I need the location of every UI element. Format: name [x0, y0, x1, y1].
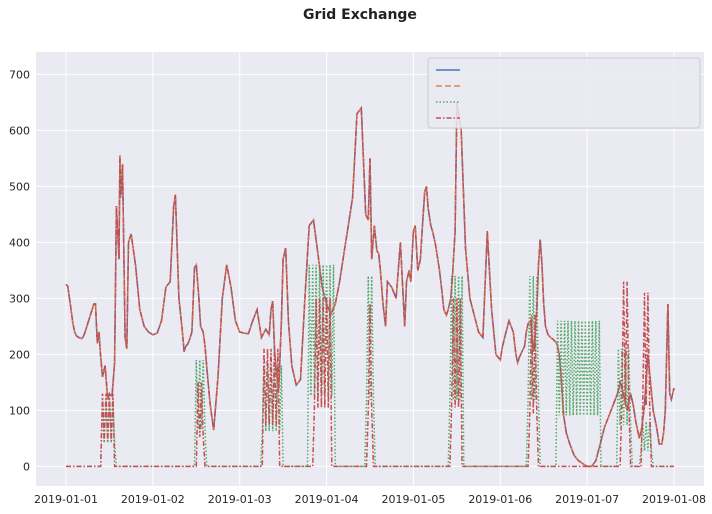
x-tick-label: 2019-01-05 — [381, 493, 445, 506]
chart-title: Grid Exchange — [303, 7, 417, 23]
y-tick-label: 100 — [9, 404, 30, 417]
x-tick-label: 2019-01-02 — [121, 493, 185, 506]
legend — [427, 57, 701, 129]
series-line-grid-quarree100 — [65, 102, 675, 468]
x-tick-label: 2019-01-07 — [555, 493, 619, 506]
y-tick-label: 600 — [9, 124, 30, 137]
y-tick-label: 0 — [23, 460, 30, 473]
y-tick-label: 300 — [9, 292, 30, 305]
y-tick-label: 700 — [9, 68, 30, 81]
x-tick-label: 2019-01-01 — [34, 493, 98, 506]
series-group — [65, 102, 675, 468]
series-line-grid-enaq — [66, 264, 674, 468]
x-tick-label: 2019-01-03 — [208, 493, 272, 506]
x-tick-label: 2019-01-06 — [468, 493, 532, 506]
axes: 0 100 200 300 400 500 600 700 2019-01-01 2019-01-… — [9, 68, 706, 506]
y-tick-label: 400 — [9, 236, 30, 249]
series-line-grid-quarree100-bursts — [66, 281, 674, 468]
x-tick-label: 2019-01-08 — [642, 493, 706, 506]
y-tick-label: 200 — [9, 348, 30, 361]
y-tick-label: 500 — [9, 180, 30, 193]
legend-box — [427, 57, 701, 129]
x-tick-label: 2019-01-04 — [295, 493, 359, 506]
